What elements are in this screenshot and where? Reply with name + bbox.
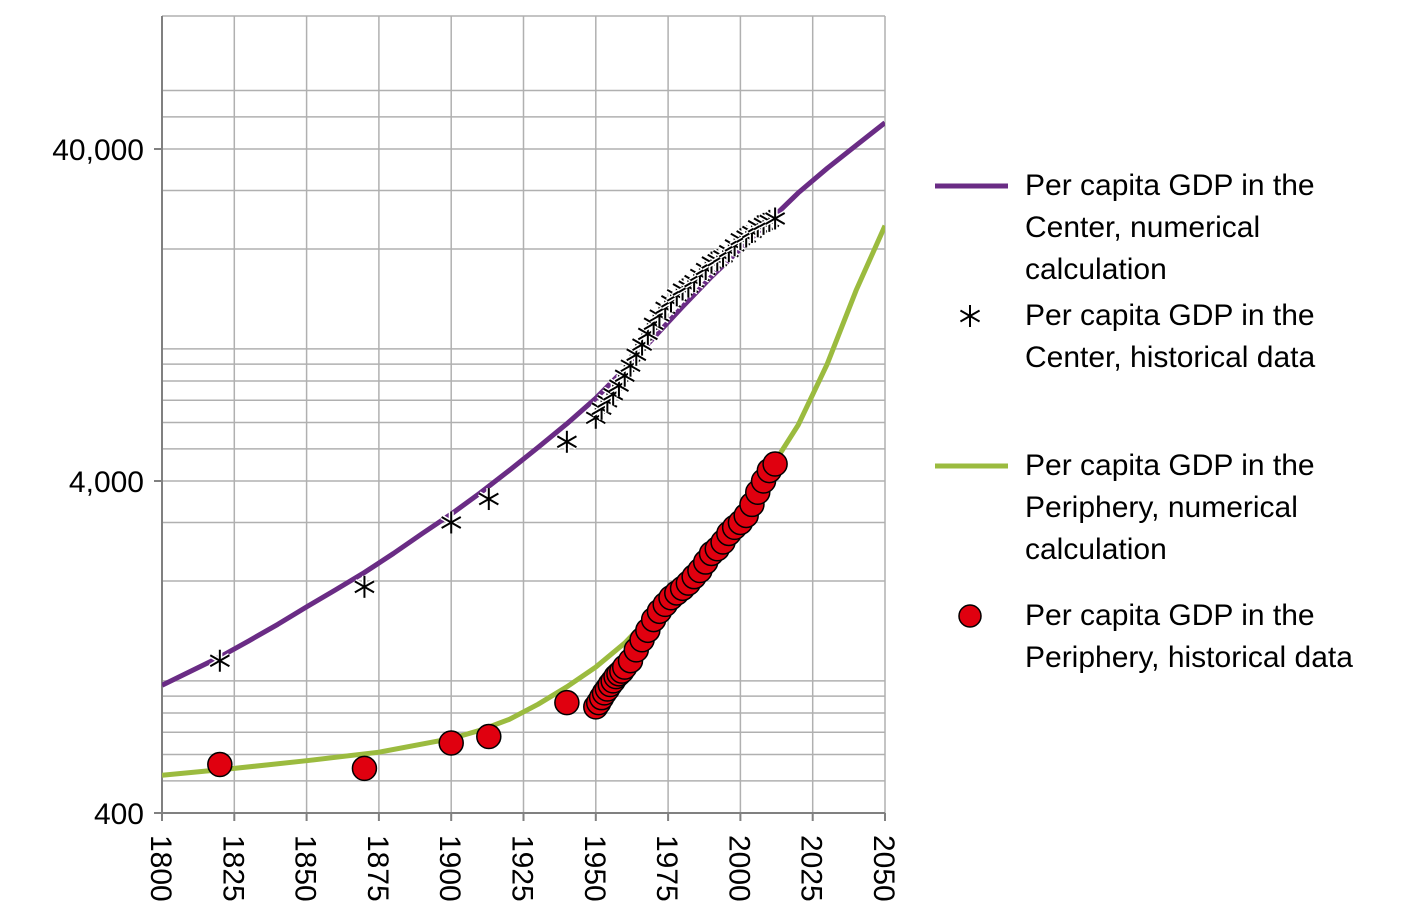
y-tick-label-400: 400 bbox=[94, 798, 144, 831]
data-point-center-1952 bbox=[590, 397, 613, 420]
data-point-periphery-1913 bbox=[476, 723, 502, 750]
data-point-periphery-2012 bbox=[762, 451, 788, 477]
legend-item-periphery-calculation: Per capita GDP in the Periphery, numeric… bbox=[930, 445, 1410, 595]
data-point-periphery-1940 bbox=[554, 689, 580, 716]
grid bbox=[161, 15, 886, 814]
legend-label-center-calculation: Per capita GDP in the Center, numerical … bbox=[1025, 169, 1315, 286]
data-point-periphery-1870 bbox=[351, 755, 378, 782]
asterisk-stroke-2 bbox=[441, 516, 462, 529]
series-markers bbox=[207, 207, 788, 782]
legend-line-center bbox=[935, 183, 1008, 189]
legend-asterisk-glyph bbox=[959, 305, 981, 327]
legend-item-center-historical: Per capita GDP in the Center, historical… bbox=[930, 295, 1410, 445]
x-tick-label-1900: 1900 bbox=[433, 835, 466, 902]
legend-circle-glyph bbox=[958, 604, 982, 628]
x-tick-label-1825: 1825 bbox=[216, 835, 249, 902]
series-line-2 bbox=[162, 224, 885, 778]
legend-marker-asterisk-icon bbox=[959, 305, 981, 327]
data-point-center-2012 bbox=[764, 207, 786, 230]
legend-item-periphery-historical: Per capita GDP in the Periphery, histori… bbox=[930, 595, 1410, 685]
data-point-center-1820 bbox=[209, 649, 231, 672]
y-tick-label-40000: 40,000 bbox=[52, 134, 144, 167]
x-tick-label-1850: 1850 bbox=[289, 835, 322, 902]
data-point-center-1940 bbox=[556, 430, 578, 453]
legend: Per capita GDP in the Center, numerical … bbox=[930, 165, 1410, 685]
x-tick-label-1925: 1925 bbox=[506, 835, 539, 902]
data-point-center-1870 bbox=[353, 575, 376, 598]
legend-marker-circle-icon bbox=[958, 604, 982, 628]
x-tick-label-1975: 1975 bbox=[650, 835, 683, 902]
legend-item-center-calculation: Per capita GDP in the Center, numerical … bbox=[930, 165, 1410, 295]
asterisk-stroke-2 bbox=[209, 654, 230, 668]
data-point-periphery-1900 bbox=[438, 730, 464, 756]
asterisk-stroke-2 bbox=[478, 492, 499, 506]
asterisk-stroke-2 bbox=[556, 435, 577, 449]
x-tick-labels: 1800 1825 1850 1875 1900 1925 1950 1975 2000 2025… bbox=[144, 813, 900, 902]
legend-label-periphery-calculation: Per capita GDP in the Periphery, numeric… bbox=[1025, 449, 1315, 566]
x-tick-label-2000: 2000 bbox=[722, 835, 755, 902]
asterisk-stroke-2 bbox=[354, 580, 375, 594]
x-tick-label-1800: 1800 bbox=[144, 835, 177, 902]
legend-label-center-historical: Per capita GDP in the Center, historical… bbox=[1025, 299, 1316, 374]
legend-label-periphery-historical: Per capita GDP in the Periphery, histori… bbox=[1025, 599, 1353, 674]
x-tick-label-1950: 1950 bbox=[578, 835, 611, 902]
y-tick-labels: 400 4,000 40,000 bbox=[52, 134, 162, 831]
asterisk-stroke-2 bbox=[765, 212, 786, 225]
data-point-center-1958 bbox=[608, 374, 630, 397]
data-point-center-1900 bbox=[440, 511, 463, 534]
x-tick-label-2025: 2025 bbox=[795, 835, 828, 902]
legend-line-periphery bbox=[935, 463, 1008, 469]
data-point-periphery-1820 bbox=[207, 751, 233, 778]
x-tick-label-1875: 1875 bbox=[361, 835, 394, 902]
y-tick-label-4000: 4,000 bbox=[69, 466, 144, 499]
x-tick-label-2050: 2050 bbox=[867, 835, 900, 902]
legend-asterisk-stroke-2 bbox=[959, 309, 981, 323]
data-point-center-1913 bbox=[477, 488, 500, 511]
